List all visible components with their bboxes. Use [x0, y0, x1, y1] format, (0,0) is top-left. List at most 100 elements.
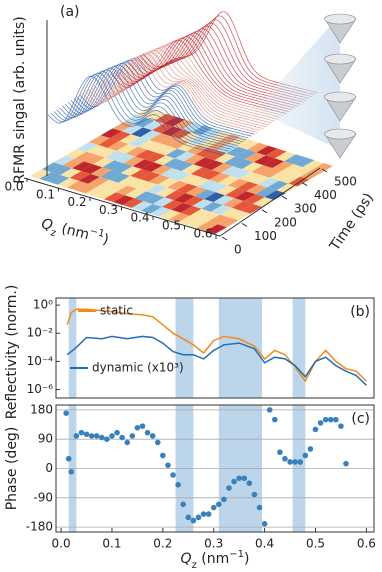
heatmap-cell: [77, 142, 99, 152]
data-point: [160, 452, 166, 459]
heatmap-cell: [173, 193, 195, 203]
heatmap-cell: [60, 168, 82, 178]
data-point: [65, 455, 72, 462]
data-point: [297, 459, 304, 465]
heatmap-cell: [130, 169, 152, 179]
heatmap-cell: [160, 168, 182, 178]
label-part: −1: [89, 225, 106, 239]
heatmap-cell: [106, 182, 128, 193]
label-part: (nm: [197, 551, 229, 567]
heatmap-cell: [162, 200, 184, 210]
heatmap-cell: [121, 124, 143, 135]
heatmap-cell: [145, 110, 167, 121]
heatmap-cell: [100, 128, 122, 139]
y-tick-label: 180: [30, 402, 53, 416]
heatmap-cell: [196, 221, 218, 232]
data-point: [88, 433, 95, 439]
heatmap-cell: [281, 164, 303, 174]
x-tick-label: 0.2: [67, 195, 86, 209]
heatmap-cell: [274, 151, 296, 162]
heatmap-cell: [115, 185, 137, 196]
heatmap-cell: [126, 146, 148, 157]
heatmap-cell: [157, 177, 179, 188]
heatmap-cell: [200, 128, 222, 138]
label-part: z: [192, 560, 197, 571]
surface-line: [82, 56, 258, 133]
heatmap-cell: [98, 138, 120, 148]
y-tick-label: 10⁻⁴: [27, 354, 54, 368]
heatmap-cell: [246, 184, 268, 195]
data-point: [98, 434, 105, 441]
heatmap-cell: [144, 152, 166, 163]
data-point: [104, 436, 110, 442]
data-point: [185, 514, 192, 521]
heatmap-cell: [174, 151, 196, 162]
heatmap-cell: [88, 176, 110, 187]
heatmap-cell: [83, 154, 105, 165]
heatmap-cell: [242, 162, 264, 172]
label-part: −1: [229, 549, 244, 560]
heatmap-cell: [241, 203, 263, 214]
heatmap-cell: [72, 161, 94, 172]
heatmap-cell: [122, 198, 144, 208]
y-tick: [301, 182, 308, 187]
surface-line: [111, 39, 287, 115]
heatmap-cell: [197, 179, 219, 190]
data-point: [226, 485, 232, 491]
data-point: [282, 455, 288, 462]
y-tick-label: -90: [33, 490, 53, 504]
heatmap-cell: [247, 142, 269, 153]
heatmap-cell: [168, 212, 190, 223]
data-point: [312, 426, 319, 433]
y-tick-label: 10⁻²: [27, 326, 54, 340]
heatmap-cell: [148, 174, 170, 185]
heatmap-cell: [53, 155, 75, 166]
y-tick-label: 0: [234, 243, 242, 257]
heatmap-cell: [192, 199, 214, 209]
y-tick-label: 300: [294, 202, 317, 216]
data-point: [129, 433, 136, 439]
heatmap-cell: [248, 174, 270, 185]
heatmap-cell: [172, 161, 194, 171]
surface-line: [99, 46, 275, 122]
heatmap-cell: [284, 154, 306, 165]
heatmap-cell: [89, 135, 111, 145]
heatmap-cell: [153, 155, 175, 166]
z-axis-label: RFMR singal (arb. units): [12, 16, 28, 183]
surface-line: [85, 54, 261, 131]
heatmap-cell: [221, 166, 243, 176]
legend-label: dynamic (x10³): [92, 361, 184, 375]
x-tick-label: 0.3: [204, 537, 223, 551]
beam: [255, 15, 340, 150]
surface-line: [65, 66, 241, 145]
heatmap-cell: [95, 147, 117, 158]
heatmap-cell: [252, 197, 274, 207]
surface-line: [50, 74, 226, 154]
heatmap-cell: [185, 186, 207, 197]
heatmap-cell: [30, 169, 52, 179]
data-point: [78, 429, 85, 436]
y-tick: [241, 222, 248, 227]
heatmap-cell: [239, 171, 261, 182]
heatmap-cell: [256, 145, 278, 156]
heatmap-cell: [202, 160, 224, 170]
heatmap-cell: [219, 134, 241, 144]
heatmap-cell: [93, 157, 115, 168]
data-point: [190, 517, 197, 524]
heatmap-cell: [181, 164, 203, 174]
heatmap-cell: [51, 165, 73, 175]
label-part: Q: [181, 551, 192, 567]
data-point: [68, 468, 75, 475]
y-axis-label: Reflectivity (norm.): [4, 285, 20, 420]
heatmap-cell: [251, 165, 273, 175]
surface-line: [47, 76, 224, 156]
y-tick: [321, 168, 328, 173]
heatmap-cell: [195, 147, 217, 158]
data-point: [119, 434, 125, 441]
heatmap-cell: [253, 155, 275, 166]
data-point: [236, 475, 242, 482]
heatmap-cell: [85, 186, 107, 197]
heatmap-cell: [99, 170, 121, 180]
y-tick: [261, 209, 268, 214]
data-point: [231, 478, 237, 485]
